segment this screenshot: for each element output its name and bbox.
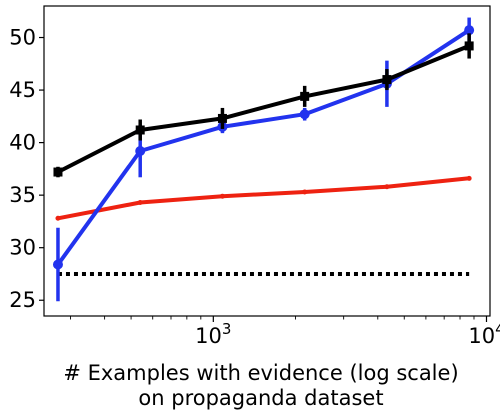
data-point-dot [384, 184, 390, 190]
x-tick-exponent: 4 [495, 320, 500, 338]
x-tick-base: 10 [195, 324, 222, 348]
data-point-dot [55, 215, 61, 221]
data-point-circle [299, 109, 310, 120]
x-tick-label: 103 [195, 320, 231, 348]
data-point-square [464, 41, 474, 51]
x-axis-ticks: 103 104 [70, 316, 500, 348]
plot-area [43, 5, 491, 317]
x-axis-label-line-2: on propaganda dataset [138, 386, 383, 410]
data-point-square [53, 167, 63, 177]
y-tick-label: 30 [9, 236, 36, 260]
data-point-square [382, 75, 392, 85]
series-line [57, 44, 470, 174]
data-point-dot [466, 175, 472, 181]
y-axis-ticks: 25 30 35 40 45 50 [9, 26, 44, 312]
series-line [57, 176, 470, 221]
data-point-circle [135, 146, 146, 157]
data-point-square [135, 125, 145, 135]
y-tick-label: 45 [9, 78, 36, 102]
data-point-dot [219, 193, 225, 199]
y-tick-label: 35 [9, 183, 36, 207]
data-point-dot [302, 189, 308, 195]
y-tick-label: 40 [9, 131, 36, 155]
data-point-circle [52, 259, 63, 270]
data-point-square [300, 91, 310, 101]
data-point-dot [137, 200, 143, 206]
x-tick-label: 104 [468, 320, 500, 348]
x-tick-exponent: 3 [222, 320, 232, 338]
data-point-circle [464, 25, 475, 36]
y-tick-label: 50 [9, 26, 36, 50]
data-point-square [217, 113, 227, 123]
x-axis-label: # Examples with evidence (log scale) [63, 361, 458, 385]
y-tick-label: 25 [9, 288, 36, 312]
x-tick-base: 10 [468, 324, 495, 348]
series-line [56, 28, 471, 266]
plot-frame [43, 5, 491, 317]
